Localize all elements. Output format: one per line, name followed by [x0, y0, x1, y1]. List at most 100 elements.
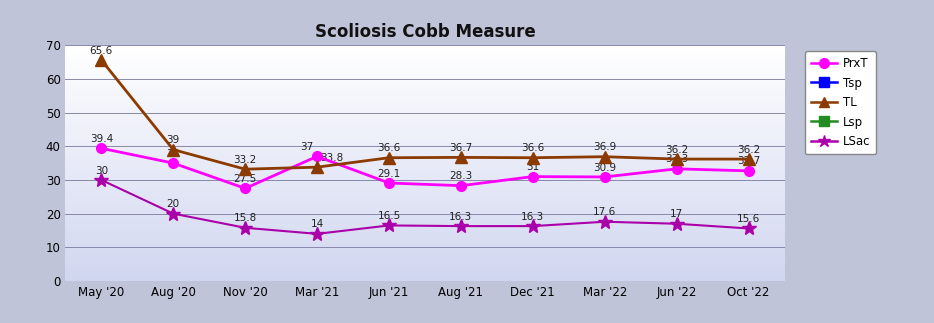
Bar	[65, 75, 785, 76]
Bar	[65, 91, 785, 92]
Bar	[65, 226, 785, 227]
Bar	[65, 202, 785, 203]
Bar	[65, 128, 785, 129]
Bar	[65, 156, 785, 157]
Bar	[65, 143, 785, 144]
LSac	[456, 224, 467, 228]
TL	[312, 165, 323, 169]
Bar	[65, 140, 785, 141]
Bar	[65, 104, 785, 105]
Bar	[65, 122, 785, 123]
Bar	[65, 188, 785, 189]
TL	[168, 148, 179, 151]
Bar	[65, 96, 785, 97]
Bar	[65, 191, 785, 192]
Bar	[65, 61, 785, 62]
Bar	[65, 256, 785, 257]
Bar	[65, 174, 785, 175]
TL	[96, 58, 107, 62]
Bar	[65, 276, 785, 277]
Bar	[65, 198, 785, 199]
Bar	[65, 73, 785, 74]
Bar	[65, 131, 785, 132]
TL	[384, 156, 395, 160]
Bar	[65, 201, 785, 202]
Bar	[65, 120, 785, 121]
Bar	[65, 209, 785, 210]
Text: 36.7: 36.7	[449, 143, 473, 153]
Bar	[65, 279, 785, 280]
Text: 37: 37	[300, 142, 313, 152]
Bar	[65, 68, 785, 69]
Bar	[65, 108, 785, 109]
Text: 20: 20	[166, 199, 180, 209]
Bar	[65, 77, 785, 78]
LSac	[600, 220, 611, 224]
Text: 33.8: 33.8	[319, 153, 343, 163]
Bar	[65, 139, 785, 140]
Bar	[65, 52, 785, 53]
Bar	[65, 240, 785, 241]
Bar	[65, 76, 785, 77]
Bar	[65, 204, 785, 205]
Bar	[65, 86, 785, 87]
Bar	[65, 186, 785, 187]
Bar	[65, 74, 785, 75]
Bar	[65, 183, 785, 184]
Bar	[65, 177, 785, 178]
Bar	[65, 263, 785, 264]
Bar	[65, 259, 785, 260]
Bar	[65, 228, 785, 229]
TL	[456, 155, 467, 159]
Bar	[65, 93, 785, 94]
Bar	[65, 179, 785, 180]
Bar	[65, 165, 785, 166]
Text: 15.8: 15.8	[234, 214, 257, 224]
Bar	[65, 57, 785, 58]
Text: 30.9: 30.9	[593, 162, 616, 172]
Bar	[65, 125, 785, 126]
Bar	[65, 216, 785, 217]
Bar	[65, 45, 785, 46]
PrxT	[239, 186, 250, 190]
Bar	[65, 141, 785, 142]
Bar	[65, 72, 785, 73]
Bar	[65, 113, 785, 114]
LSac	[168, 212, 179, 215]
LSac	[239, 226, 250, 230]
Bar	[65, 225, 785, 226]
Bar	[65, 152, 785, 153]
Bar	[65, 231, 785, 232]
Bar	[65, 50, 785, 51]
Bar	[65, 69, 785, 70]
Bar	[65, 239, 785, 240]
Bar	[65, 273, 785, 274]
Bar	[65, 229, 785, 230]
Bar	[65, 126, 785, 127]
Bar	[65, 210, 785, 211]
LSac	[528, 224, 539, 228]
Bar	[65, 224, 785, 225]
Bar	[65, 278, 785, 279]
Bar	[65, 247, 785, 248]
Bar	[65, 157, 785, 158]
Bar	[65, 159, 785, 160]
LSac	[96, 178, 107, 182]
Bar	[65, 62, 785, 63]
Text: 35: 35	[166, 149, 180, 159]
Bar	[65, 167, 785, 168]
Text: 36.6: 36.6	[521, 143, 545, 153]
Bar	[65, 149, 785, 150]
PrxT	[528, 175, 539, 179]
Bar	[65, 212, 785, 213]
Bar	[65, 220, 785, 221]
Bar	[65, 79, 785, 80]
Bar	[65, 237, 785, 238]
Bar	[65, 83, 785, 84]
Bar	[65, 234, 785, 235]
LSac	[312, 232, 323, 236]
Bar	[65, 264, 785, 265]
Bar	[65, 117, 785, 118]
Bar	[65, 132, 785, 133]
Bar	[65, 199, 785, 200]
